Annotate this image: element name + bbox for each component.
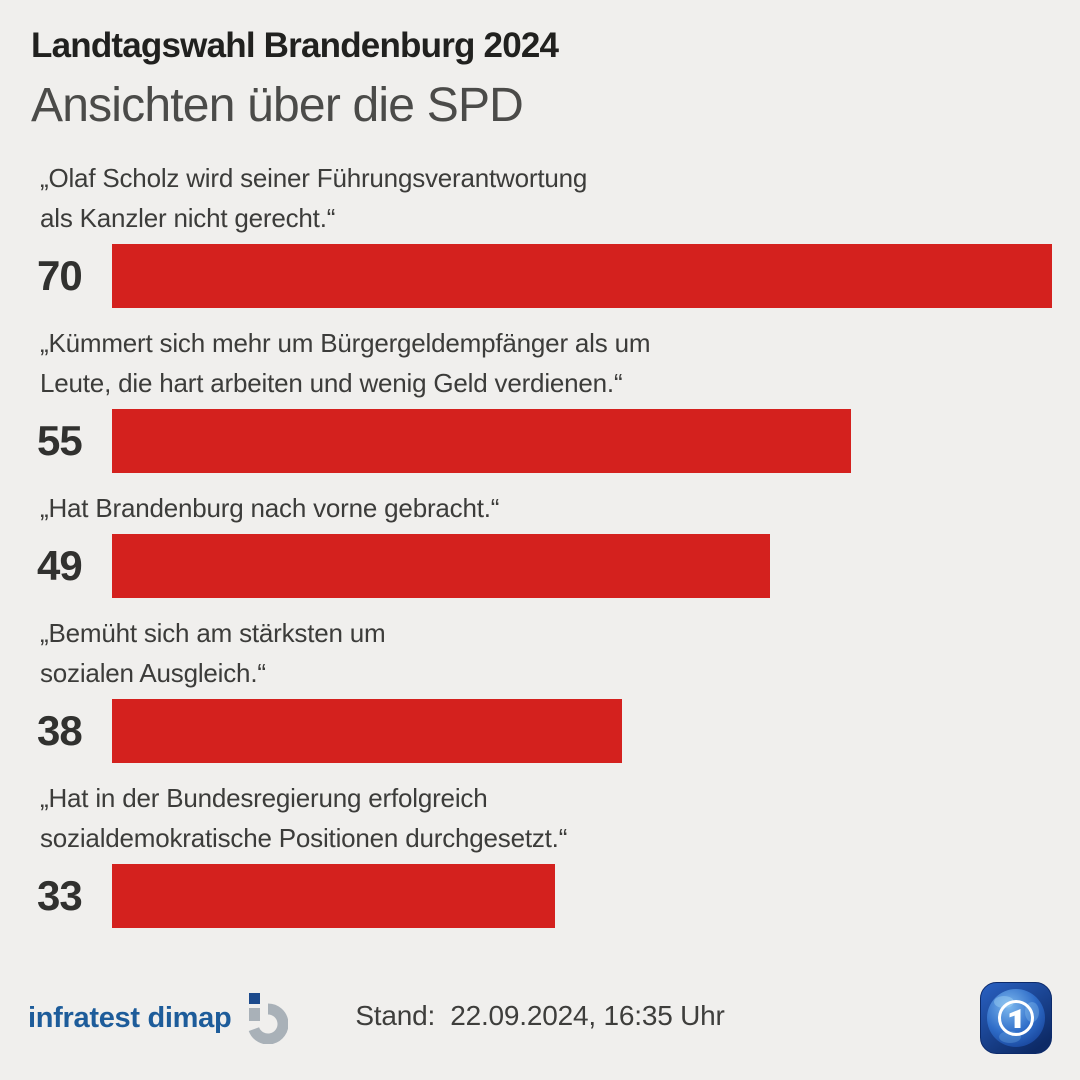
chart-row: „Bemüht sich am stärksten um sozialen Au… [0,613,1080,763]
bar-track [112,409,1052,473]
bar-row: 33 [0,864,1080,928]
statement-line: „Bemüht sich am stärksten um [40,618,386,648]
ard-logo-icon [980,982,1052,1054]
statement-label: „Hat Brandenburg nach vorne gebracht.“ [40,488,1052,528]
kicker: Landtagswahl Brandenburg 2024 [31,26,559,65]
statement-label: „Hat in der Bundesregierung erfolgreich … [40,778,1052,858]
statement-label: „Bemüht sich am stärksten um sozialen Au… [40,613,1052,693]
bar [112,699,623,763]
statement-line: sozialdemokratische Positionen durchgese… [40,823,568,853]
statement-line: „Hat in der Bundesregierung erfolgreich [40,783,488,813]
bar-value: 33 [37,872,83,919]
chart-row: „Olaf Scholz wird seiner Führungsverantw… [0,158,1080,308]
bar [112,409,851,473]
bar-value: 70 [37,252,83,299]
bar-track [112,244,1052,308]
bar-row: 38 [0,699,1080,763]
bar [112,244,1052,308]
bar-track [112,534,1052,598]
bar-row: 55 [0,409,1080,473]
statement-line: Leute, die hart arbeiten und wenig Geld … [40,368,623,398]
bar-track [112,864,1052,928]
status-timestamp: Stand: 22.09.2024, 16:35 Uhr [355,1000,725,1031]
bar-value: 49 [37,542,83,589]
statement-line: als Kanzler nicht gerecht.“ [40,203,336,233]
bar-value: 38 [37,707,83,754]
chart-row: „Hat in der Bundesregierung erfolgreich … [0,778,1080,928]
chart-row: „Hat Brandenburg nach vorne gebracht.“ 4… [0,488,1080,598]
statement-line: „Olaf Scholz wird seiner Führungsverantw… [40,163,588,193]
bar-value: 55 [37,417,83,464]
statement-line: „Kümmert sich mehr um Bürgergeldempfänge… [40,328,651,358]
statement-line: „Hat Brandenburg nach vorne gebracht.“ [40,493,500,523]
bar-row: 49 [0,534,1080,598]
statement-label: „Olaf Scholz wird seiner Führungsverantw… [40,158,1052,238]
bar [112,864,556,928]
infratest-dimap-wordmark: infratest dimap [28,1002,232,1034]
bar [112,534,770,598]
statement-line: sozialen Ausgleich.“ [40,658,266,688]
bar-track [112,699,1052,763]
page-title: Ansichten über die SPD [31,79,524,132]
bar-chart: „Olaf Scholz wird seiner Führungsverantw… [0,158,1080,943]
statement-label: „Kümmert sich mehr um Bürgergeldempfänge… [40,323,1052,403]
infratest-dimap-mark-icon [249,993,289,1044]
bar-row: 70 [0,244,1080,308]
infratest-dimap-logo: infratest dimap [28,993,289,1044]
footer: infratest dimap Stand: 22.09.2024, 16:35… [28,978,1052,1056]
chart-row: „Kümmert sich mehr um Bürgergeldempfänge… [0,323,1080,473]
